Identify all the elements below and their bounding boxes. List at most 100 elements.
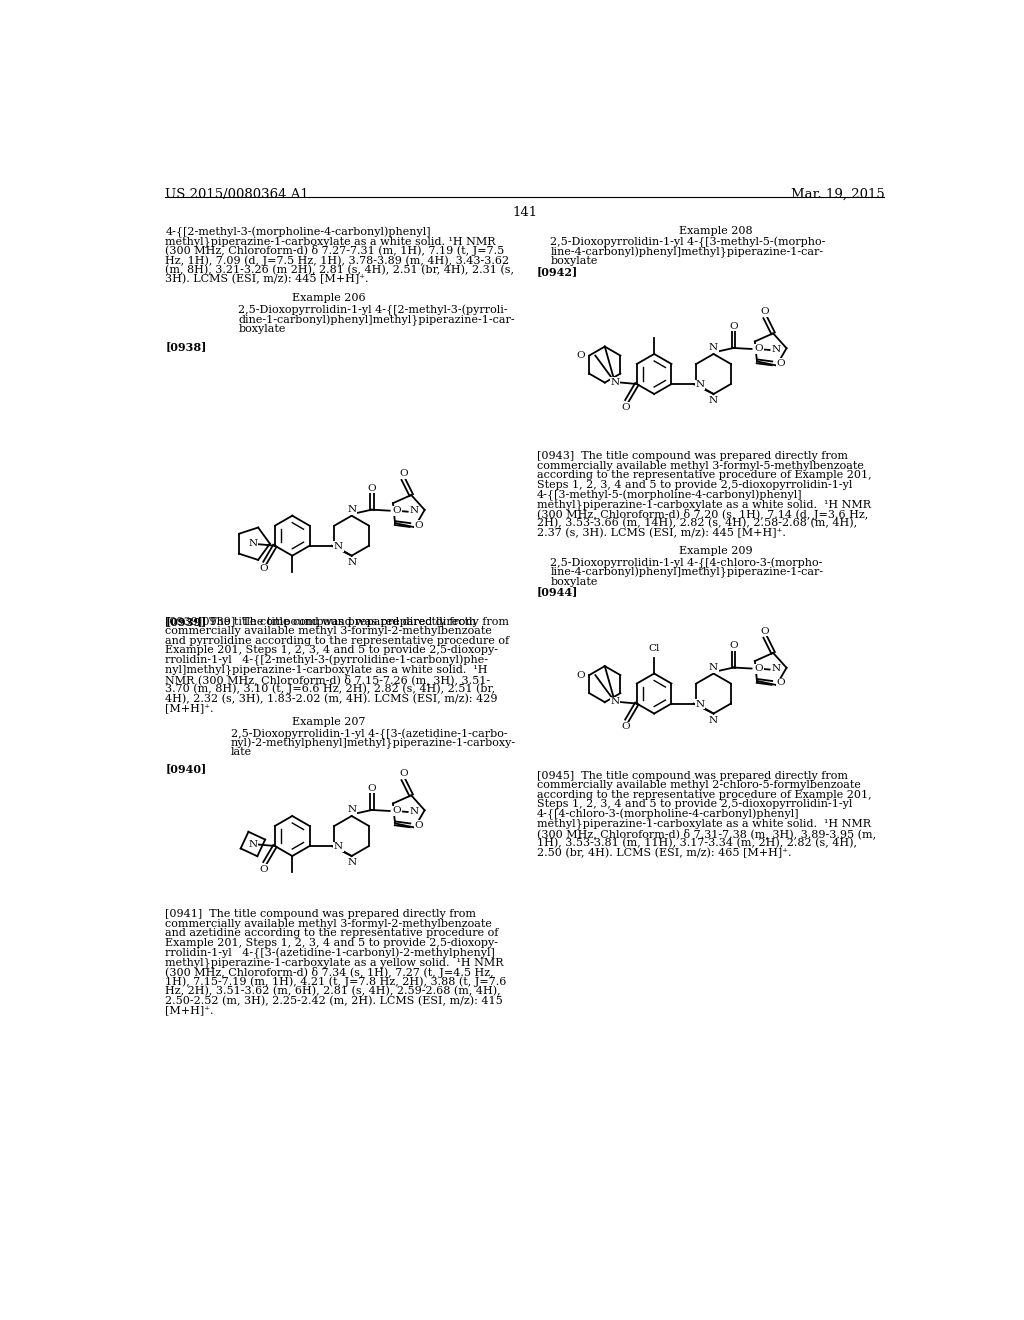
Text: Example 207: Example 207 <box>293 718 366 727</box>
Text: nyl)-2-methylphenyl]methyl}piperazine-1-carboxy-: nyl)-2-methylphenyl]methyl}piperazine-1-… <box>230 738 516 750</box>
Text: boxylate: boxylate <box>550 577 598 586</box>
Text: N: N <box>610 378 620 387</box>
Text: methyl}piperazine-1-carboxylate as a white solid.  ¹H NMR: methyl}piperazine-1-carboxylate as a whi… <box>538 818 871 829</box>
Text: commercially available methyl 2-chloro-5-formylbenzoate: commercially available methyl 2-chloro-5… <box>538 780 861 791</box>
Text: O: O <box>729 642 738 651</box>
Text: [0942]: [0942] <box>538 267 579 277</box>
Text: O: O <box>755 664 763 673</box>
Text: 141: 141 <box>512 206 538 219</box>
Text: [0939]  The title compound was prepared directly from: [0939] The title compound was prepared d… <box>165 616 476 627</box>
Text: commercially available methyl 3-formyl-5-methylbenzoate: commercially available methyl 3-formyl-5… <box>538 461 864 471</box>
Text: N: N <box>334 842 343 851</box>
Text: O: O <box>621 722 630 731</box>
Text: (m, 8H), 3.21-3.26 (m 2H), 2.81 (s, 4H), 2.51 (br, 4H), 2.31 (s,: (m, 8H), 3.21-3.26 (m 2H), 2.81 (s, 4H),… <box>165 264 514 275</box>
Text: [0940]: [0940] <box>165 763 207 775</box>
Text: (300 MHz, Chloroform-d) δ 7.20 (s, 1H), 7.14 (d, J=3.6 Hz,: (300 MHz, Chloroform-d) δ 7.20 (s, 1H), … <box>538 508 868 520</box>
Text: [0938]: [0938] <box>165 341 207 352</box>
Text: 3.70 (m, 8H), 3.10 (t, J=6.6 Hz, 2H), 2.82 (s, 4H), 2.51 (br,: 3.70 (m, 8H), 3.10 (t, J=6.6 Hz, 2H), 2.… <box>165 684 496 694</box>
Text: line-4-carbonyl)phenyl]methyl}piperazine-1-car-: line-4-carbonyl)phenyl]methyl}piperazine… <box>550 566 823 578</box>
Text: US 2015/0080364 A1: US 2015/0080364 A1 <box>165 187 309 201</box>
Text: O: O <box>259 565 267 573</box>
Text: O: O <box>399 469 408 478</box>
Text: 2.37 (s, 3H). LCMS (ESI, m/z): 445 [M+H]⁺.: 2.37 (s, 3H). LCMS (ESI, m/z): 445 [M+H]… <box>538 528 786 539</box>
Text: Example 209: Example 209 <box>679 545 753 556</box>
Text: methyl}piperazine-1-carboxylate as a yellow solid.  ¹H NMR: methyl}piperazine-1-carboxylate as a yel… <box>165 957 504 968</box>
Text: 4-{[2-methyl-3-(morpholine-4-carbonyl)phenyl]: 4-{[2-methyl-3-(morpholine-4-carbonyl)ph… <box>165 226 431 238</box>
Text: O: O <box>755 345 763 354</box>
Text: N: N <box>347 805 356 814</box>
Text: Steps 1, 2, 3, 4 and 5 to provide 2,5-dioxopyrrolidin-1-yl: Steps 1, 2, 3, 4 and 5 to provide 2,5-di… <box>538 800 853 809</box>
Text: and pyrrolidine according to the representative procedure of: and pyrrolidine according to the represe… <box>165 636 509 645</box>
Text: late: late <box>230 747 252 758</box>
Text: O: O <box>575 351 585 360</box>
Text: Example 201, Steps 1, 2, 3, 4 and 5 to provide 2,5-dioxopy-: Example 201, Steps 1, 2, 3, 4 and 5 to p… <box>165 939 499 948</box>
Text: methyl}piperazine-1-carboxylate as a white solid.  ¹H NMR: methyl}piperazine-1-carboxylate as a whi… <box>538 499 871 510</box>
Text: [M+H]⁺.: [M+H]⁺. <box>165 1006 214 1015</box>
Text: N: N <box>709 663 718 672</box>
Text: 2,5-Dioxopyrrolidin-1-yl 4-{[3-methyl-5-(morpho-: 2,5-Dioxopyrrolidin-1-yl 4-{[3-methyl-5-… <box>550 238 825 248</box>
Text: 4-{[3-methyl-5-(morpholine-4-carbonyl)phenyl]: 4-{[3-methyl-5-(morpholine-4-carbonyl)ph… <box>538 490 803 500</box>
Text: O: O <box>368 784 376 793</box>
Text: O: O <box>415 520 423 529</box>
Text: O: O <box>415 821 423 830</box>
Text: O: O <box>761 627 769 636</box>
Text: boxylate: boxylate <box>550 256 598 267</box>
Text: Mar. 19, 2015: Mar. 19, 2015 <box>791 187 885 201</box>
Text: N: N <box>696 380 705 389</box>
Text: 2,5-Dioxopyrrolidin-1-yl 4-{[4-chloro-3-(morpho-: 2,5-Dioxopyrrolidin-1-yl 4-{[4-chloro-3-… <box>550 557 822 569</box>
Text: N: N <box>709 343 718 352</box>
Text: 2,5-Dioxopyrrolidin-1-yl 4-{[3-(azetidine-1-carbo-: 2,5-Dioxopyrrolidin-1-yl 4-{[3-(azetidin… <box>230 729 507 739</box>
Text: Example 208: Example 208 <box>679 226 753 236</box>
Text: according to the representative procedure of Example 201,: according to the representative procedur… <box>538 470 871 480</box>
Text: Hz, 1H), 7.09 (d, J=7.5 Hz, 1H), 3.78-3.89 (m, 4H), 3.43-3.62: Hz, 1H), 7.09 (d, J=7.5 Hz, 1H), 3.78-3.… <box>165 255 509 265</box>
Text: [0939]: [0939] <box>165 616 207 627</box>
Text: O: O <box>393 807 401 816</box>
Text: 2,5-Dioxopyrrolidin-1-yl 4-{[2-methyl-3-(pyrroli-: 2,5-Dioxopyrrolidin-1-yl 4-{[2-methyl-3-… <box>239 305 508 315</box>
Text: 4-{[4-chloro-3-(morpholine-4-carbonyl)phenyl]: 4-{[4-chloro-3-(morpholine-4-carbonyl)ph… <box>538 809 800 821</box>
Text: O: O <box>621 403 630 412</box>
Text: 2.50-2.52 (m, 3H), 2.25-2.42 (m, 2H). LCMS (ESI, m/z): 415: 2.50-2.52 (m, 3H), 2.25-2.42 (m, 2H). LC… <box>165 995 503 1006</box>
Text: N: N <box>410 507 419 515</box>
Text: N: N <box>410 807 419 816</box>
Text: Hz, 2H), 3.51-3.62 (m, 6H), 2.81 (s, 4H), 2.59-2.68 (m, 4H),: Hz, 2H), 3.51-3.62 (m, 6H), 2.81 (s, 4H)… <box>165 986 501 997</box>
Text: Cl: Cl <box>648 644 659 653</box>
Text: Example 201, Steps 1, 2, 3, 4 and 5 to provide 2,5-dioxopy-: Example 201, Steps 1, 2, 3, 4 and 5 to p… <box>165 645 499 656</box>
Text: O: O <box>368 483 376 492</box>
Text: 2H), 3.53-3.66 (m, 14H), 2.82 (s, 4H), 2.58-2.68 (m, 4H),: 2H), 3.53-3.66 (m, 14H), 2.82 (s, 4H), 2… <box>538 519 857 529</box>
Text: [0945]  The title compound was prepared directly from: [0945] The title compound was prepared d… <box>538 771 848 780</box>
Text: O: O <box>575 671 585 680</box>
Text: O: O <box>399 770 408 779</box>
Text: methyl}piperazine-1-carboxylate as a white solid. ¹H NMR: methyl}piperazine-1-carboxylate as a whi… <box>165 236 496 247</box>
Text: (300 MHz, Chloroform-d) δ 7.31-7.38 (m, 3H), 3.89-3.95 (m,: (300 MHz, Chloroform-d) δ 7.31-7.38 (m, … <box>538 829 877 840</box>
Text: 3H). LCMS (ESI, m/z): 445 [M+H]⁺.: 3H). LCMS (ESI, m/z): 445 [M+H]⁺. <box>165 275 369 285</box>
Text: O: O <box>776 678 785 688</box>
Text: O: O <box>393 506 401 515</box>
Text: Steps 1, 2, 3, 4 and 5 to provide 2,5-dioxopyrrolidin-1-yl: Steps 1, 2, 3, 4 and 5 to provide 2,5-di… <box>538 480 853 490</box>
Text: N: N <box>709 396 718 405</box>
Text: N: N <box>696 700 705 709</box>
Text: 1H), 3.53-3.81 (m, 11H), 3.17-3.34 (m, 2H), 2.82 (s, 4H),: 1H), 3.53-3.81 (m, 11H), 3.17-3.34 (m, 2… <box>538 838 857 849</box>
Text: [M+H]⁺.: [M+H]⁺. <box>165 704 214 713</box>
Text: O: O <box>776 359 785 368</box>
Text: N: N <box>347 558 356 568</box>
Text: [0943]  The title compound was prepared directly from: [0943] The title compound was prepared d… <box>538 451 848 461</box>
Text: N: N <box>771 664 780 673</box>
Text: [0944]: [0944] <box>538 586 579 598</box>
Text: [0939]  The title compound was prepared directly from: [0939] The title compound was prepared d… <box>199 616 509 627</box>
Text: O: O <box>761 308 769 317</box>
Text: dine-1-carbonyl)phenyl]methyl}piperazine-1-car-: dine-1-carbonyl)phenyl]methyl}piperazine… <box>239 314 515 326</box>
Text: N: N <box>334 543 343 550</box>
Text: boxylate: boxylate <box>239 323 286 334</box>
Text: nyl]methyl}piperazine-1-carboxylate as a white solid.  ¹H: nyl]methyl}piperazine-1-carboxylate as a… <box>165 665 487 676</box>
Text: 2.50 (br, 4H). LCMS (ESI, m/z): 465 [M+H]⁺.: 2.50 (br, 4H). LCMS (ESI, m/z): 465 [M+H… <box>538 847 792 858</box>
Text: O: O <box>259 865 267 874</box>
Text: 1H), 7.15-7.19 (m, 1H), 4.21 (t, J=7.8 Hz, 2H), 3.88 (t, J=7.6: 1H), 7.15-7.19 (m, 1H), 4.21 (t, J=7.8 H… <box>165 977 507 987</box>
Text: line-4-carbonyl)phenyl]methyl}piperazine-1-car-: line-4-carbonyl)phenyl]methyl}piperazine… <box>550 247 823 257</box>
Text: Example 206: Example 206 <box>293 293 366 304</box>
Text: N: N <box>347 858 356 867</box>
Text: N: N <box>610 697 620 706</box>
Text: N: N <box>771 345 780 354</box>
Text: [0941]  The title compound was prepared directly from: [0941] The title compound was prepared d… <box>165 909 476 919</box>
Text: rrolidin-1-yl   4-{[2-methyl-3-(pyrrolidine-1-carbonyl)phe-: rrolidin-1-yl 4-{[2-methyl-3-(pyrrolidin… <box>165 655 488 667</box>
Text: and azetidine according to the representative procedure of: and azetidine according to the represent… <box>165 928 499 939</box>
